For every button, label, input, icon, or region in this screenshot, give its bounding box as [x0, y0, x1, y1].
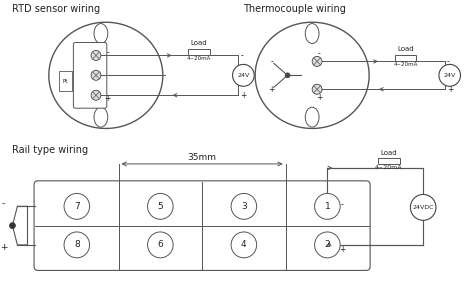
Circle shape: [147, 193, 173, 219]
Text: Rail type wiring: Rail type wiring: [12, 145, 89, 155]
Ellipse shape: [305, 107, 319, 127]
Text: 24V: 24V: [237, 73, 249, 78]
Text: -: -: [341, 200, 344, 209]
Text: -: -: [106, 48, 109, 57]
Text: Pt: Pt: [63, 79, 68, 84]
Text: Load: Load: [397, 47, 414, 52]
Ellipse shape: [94, 23, 108, 43]
Text: -: -: [447, 57, 449, 66]
Circle shape: [439, 64, 461, 86]
Circle shape: [91, 50, 101, 60]
Text: 2: 2: [325, 240, 330, 249]
Bar: [378, 158, 400, 164]
Circle shape: [315, 193, 340, 219]
Text: +: +: [269, 85, 275, 94]
Text: Thermocouple wiring: Thermocouple wiring: [243, 4, 346, 14]
Ellipse shape: [94, 107, 108, 127]
Text: -: -: [240, 51, 243, 60]
Circle shape: [231, 193, 256, 219]
Text: RTD sensor wiring: RTD sensor wiring: [12, 4, 100, 14]
Text: +: +: [316, 93, 322, 102]
Circle shape: [231, 232, 256, 258]
Ellipse shape: [305, 23, 319, 43]
Text: 24V: 24V: [444, 73, 456, 78]
Text: 1: 1: [325, 202, 330, 211]
Text: +: +: [339, 245, 346, 254]
Text: -: -: [271, 57, 273, 66]
Circle shape: [312, 57, 322, 67]
Circle shape: [233, 64, 254, 86]
Text: 7: 7: [74, 202, 80, 211]
Bar: [59, 71, 73, 91]
Text: +: +: [105, 94, 111, 103]
Text: 4~20mA: 4~20mA: [187, 57, 211, 62]
Text: 4~20mA: 4~20mA: [375, 165, 402, 171]
Polygon shape: [49, 22, 163, 128]
Text: -: -: [2, 199, 5, 208]
Circle shape: [91, 90, 101, 100]
Circle shape: [410, 195, 436, 220]
Polygon shape: [255, 22, 369, 128]
Text: 4: 4: [241, 240, 246, 249]
Text: 24VDC: 24VDC: [412, 205, 434, 210]
Text: 35mm: 35mm: [188, 153, 217, 162]
Circle shape: [91, 70, 101, 80]
Circle shape: [64, 232, 90, 258]
FancyBboxPatch shape: [73, 42, 107, 108]
Text: 4~20mA: 4~20mA: [393, 62, 418, 67]
Circle shape: [285, 73, 290, 78]
Text: +: +: [240, 91, 247, 100]
Text: 6: 6: [157, 240, 163, 249]
Text: 3: 3: [241, 202, 247, 211]
Bar: [188, 50, 210, 55]
Circle shape: [64, 193, 90, 219]
Text: +: +: [447, 85, 453, 94]
FancyBboxPatch shape: [34, 181, 370, 270]
Text: Load: Load: [191, 40, 208, 47]
Circle shape: [147, 232, 173, 258]
Text: Load: Load: [381, 150, 397, 156]
Text: +: +: [0, 243, 8, 252]
Circle shape: [312, 84, 322, 94]
Text: -: -: [318, 49, 320, 58]
Bar: [395, 55, 416, 62]
Circle shape: [9, 223, 16, 229]
Circle shape: [315, 232, 340, 258]
Text: 8: 8: [74, 240, 80, 249]
Text: 5: 5: [157, 202, 163, 211]
